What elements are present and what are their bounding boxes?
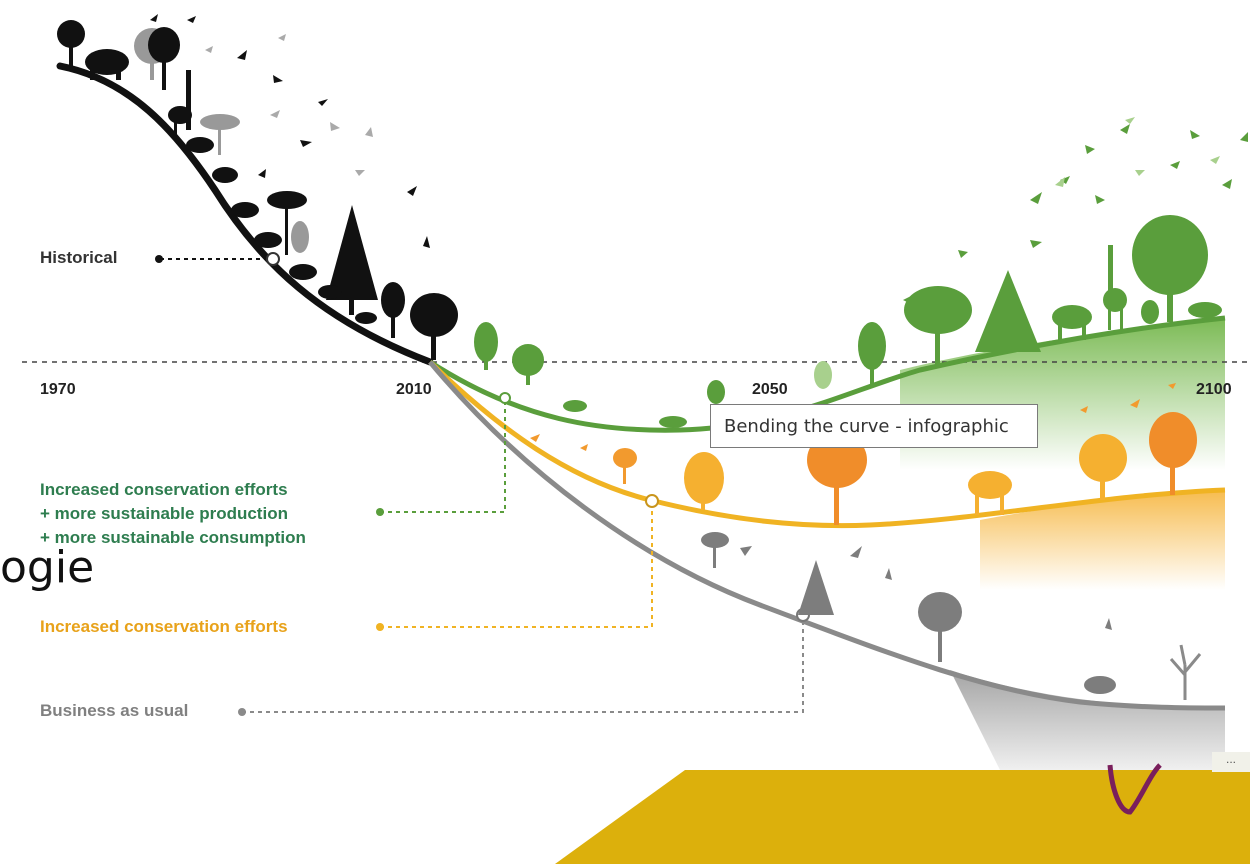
tree-icon	[975, 270, 1041, 352]
green-point	[499, 392, 511, 404]
tree-icon	[613, 448, 637, 484]
tree-icon	[701, 532, 729, 568]
orange-area	[980, 490, 1225, 590]
elephant-icon	[85, 49, 129, 80]
grey-area	[950, 670, 1225, 770]
deer-icon	[289, 264, 317, 280]
year-2050: 2050	[752, 381, 788, 398]
deer-icon	[1084, 676, 1116, 694]
green-connector	[380, 398, 506, 513]
green-scenario-label-line2: + more sustainable production	[40, 504, 288, 523]
historical-label: Historical	[40, 248, 118, 267]
historical-dot	[155, 255, 163, 263]
tree-icon	[1132, 215, 1208, 322]
tree-icon	[148, 27, 180, 90]
grey-connector	[242, 615, 804, 713]
tree-icon	[410, 293, 458, 360]
green-scenario-label-line1: Increased conservation efforts	[40, 480, 288, 499]
deer-icon	[659, 416, 687, 428]
tree-icon	[1149, 412, 1197, 495]
deer-icon	[318, 285, 342, 299]
green-silhouettes	[474, 117, 1248, 428]
green-scenario-label-line3: + more sustainable consumption	[40, 528, 306, 547]
year-2010: 2010	[396, 381, 432, 398]
grey-curve	[428, 360, 1226, 711]
bird-icon	[205, 34, 373, 176]
image-tooltip: Bending the curve - infographic	[710, 404, 1038, 448]
camel-icon	[1052, 305, 1092, 340]
bird-icon	[903, 124, 1248, 303]
deer-icon	[231, 202, 259, 218]
historical-silhouettes	[57, 20, 458, 360]
giraffe-icon	[1103, 245, 1127, 330]
tree-icon	[474, 322, 498, 370]
bird-icon	[1055, 117, 1220, 187]
tree-icon	[267, 191, 307, 255]
deer-icon	[1141, 300, 1159, 324]
tree-icon	[798, 560, 834, 615]
green-dot	[376, 508, 384, 516]
tree-icon	[707, 380, 725, 404]
background-text-fragment: ogie	[0, 542, 95, 593]
giraffe-icon	[168, 70, 192, 136]
orange-connector	[380, 502, 653, 628]
deer-icon	[355, 312, 377, 324]
tree-icon	[904, 286, 972, 365]
deer-icon	[563, 400, 587, 412]
tree-icon	[858, 322, 886, 384]
tree-icon	[57, 20, 85, 67]
orange-point	[645, 494, 659, 508]
camel-icon	[968, 471, 1012, 515]
bird-icon	[530, 383, 1176, 451]
tree-icon	[326, 205, 378, 315]
tree-icon	[814, 361, 832, 389]
purple-accent	[1107, 763, 1162, 815]
deer-icon	[186, 137, 214, 153]
orange-curve	[428, 360, 1226, 529]
orange-scenario-label: Increased conservation efforts	[40, 617, 288, 636]
grey-scenario-label: Business as usual	[40, 701, 189, 720]
tree-icon	[200, 114, 240, 155]
year-1970: 1970	[40, 381, 76, 398]
tree-icon	[1079, 434, 1127, 500]
bird-icon	[740, 546, 1112, 630]
deer-icon	[254, 232, 282, 248]
deer-icon	[1188, 302, 1222, 318]
orange-dot	[376, 623, 384, 631]
grey-dot	[238, 708, 246, 716]
tree-icon	[381, 282, 405, 338]
year-2100: 2100	[1196, 381, 1232, 398]
tree-icon	[512, 344, 544, 385]
tree-icon	[291, 221, 309, 253]
more-options-button[interactable]: ...	[1212, 752, 1250, 772]
deer-icon	[212, 167, 238, 183]
tree-icon	[684, 452, 724, 510]
historical-point	[266, 252, 280, 266]
historical-curve	[56, 62, 434, 366]
tree-icon	[918, 592, 962, 662]
grey-silhouettes	[701, 532, 1202, 700]
gold-banner	[555, 770, 1250, 864]
bird-icon	[150, 14, 430, 248]
tree-icon	[1169, 644, 1202, 700]
